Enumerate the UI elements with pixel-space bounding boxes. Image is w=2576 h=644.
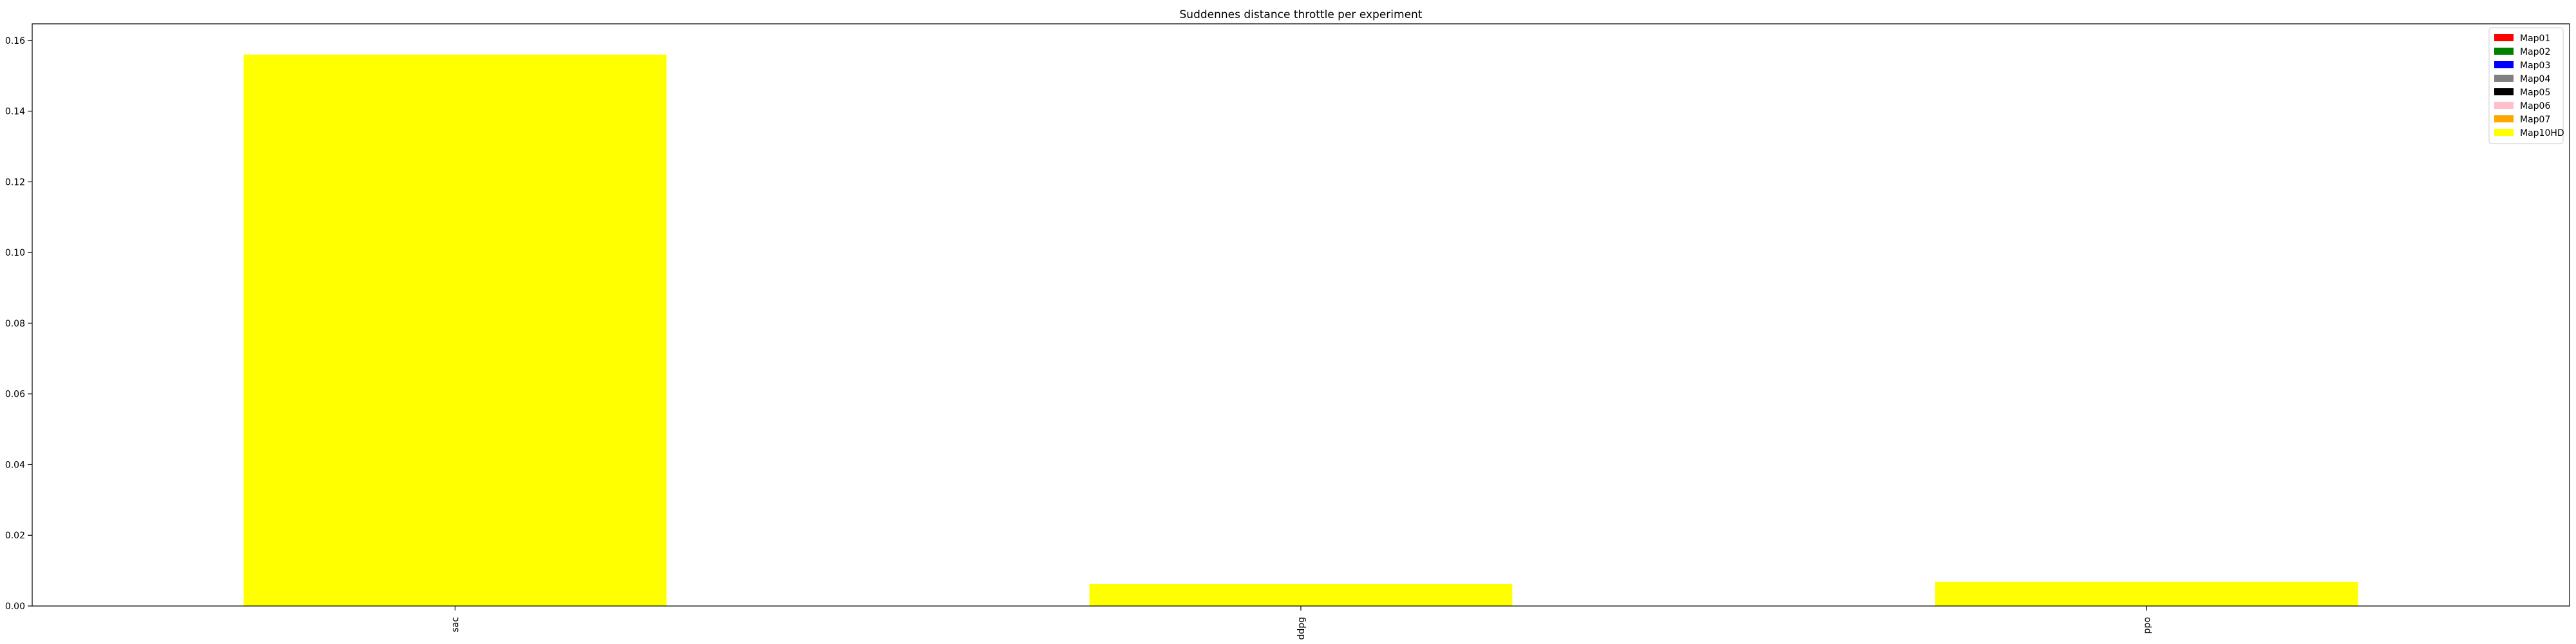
legend-swatch-map03 (2494, 61, 2514, 68)
y-tick-label: 0.00 (5, 601, 25, 612)
legend-swatch-map01 (2494, 34, 2514, 41)
x-tick-label-ddpg: ddpg (1296, 617, 1307, 640)
legend-swatch-map07 (2494, 115, 2514, 122)
plot-frame (32, 23, 2570, 607)
legend-swatch-map06 (2494, 102, 2514, 109)
y-axis: 0.00 0.02 0.04 0.06 0.08 0.10 0.12 0.14 0.16 (5, 36, 32, 612)
y-tick-label: 0.16 (5, 36, 25, 46)
x-tick-label-sac: sac (451, 617, 461, 632)
legend-swatch-map02 (2494, 48, 2514, 55)
legend-label-map10hd: Map10HD (2520, 128, 2564, 138)
x-axis: sac ddpg ppo (451, 606, 2152, 640)
legend-box (2488, 27, 2564, 144)
legend-label-map07: Map07 (2520, 115, 2550, 125)
y-tick-label: 0.06 (5, 390, 25, 400)
legend-label-map02: Map02 (2520, 47, 2550, 57)
legend-swatch-map10hd (2494, 129, 2514, 136)
legend-label-map01: Map01 (2520, 33, 2550, 44)
y-tick-label: 0.14 (5, 107, 25, 117)
legend-label-map05: Map05 (2520, 88, 2550, 98)
bar-map10hd-ppo (1935, 582, 2358, 606)
bars-layer (243, 54, 2358, 606)
y-tick-label: 0.10 (5, 248, 25, 258)
legend-label-map04: Map04 (2520, 74, 2550, 84)
y-tick-label: 0.08 (5, 319, 25, 329)
y-tick-label: 0.12 (5, 177, 25, 187)
legend-swatch-map05 (2494, 88, 2514, 95)
y-tick-label: 0.04 (5, 460, 25, 470)
x-tick-label-ppo: ppo (2142, 617, 2152, 634)
legend-swatch-map04 (2494, 75, 2514, 82)
bar-map10hd-sac (243, 54, 667, 606)
legend-label-map03: Map03 (2520, 61, 2550, 71)
bar-map10hd-ddpg (1089, 583, 1513, 606)
legend: Map01 Map02 Map03 Map04 Map05 Map06 Map07 Map10… (2488, 27, 2564, 144)
chart-title: Suddennes distance throttle per experime… (1180, 8, 1423, 21)
y-tick-label: 0.02 (5, 531, 25, 541)
legend-label-map06: Map06 (2520, 101, 2550, 111)
